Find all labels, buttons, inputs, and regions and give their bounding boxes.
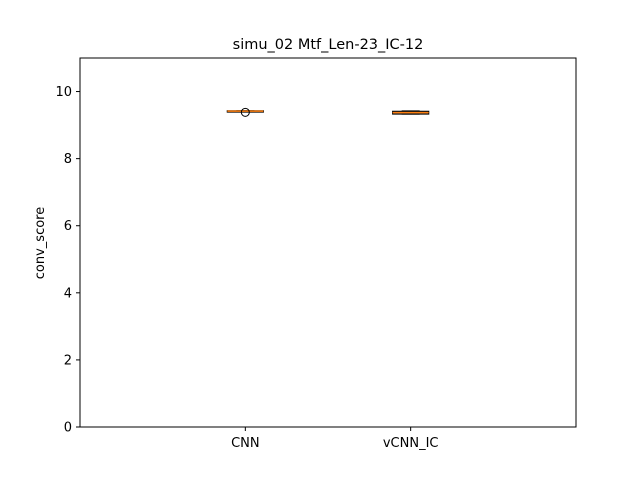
y-tick-label: 2	[64, 353, 72, 368]
y-tick-label: 6	[64, 219, 72, 234]
y-tick-label: 4	[64, 286, 72, 301]
y-tick-label: 10	[55, 85, 72, 100]
outlier-point	[240, 107, 250, 117]
axes-frame	[79, 57, 577, 428]
plot-area: 0 2 4 6 8 10 CNN vCNN_IC	[55, 85, 438, 451]
x-tick-label: CNN	[231, 436, 260, 451]
chart-title: simu_02 Mtf_Len-23_IC-12	[233, 37, 424, 53]
x-tick-label: vCNN_IC	[383, 436, 439, 451]
y-tick-label: 8	[64, 152, 72, 167]
y-tick-label: 0	[64, 421, 72, 436]
y-axis-label: conv_score	[33, 207, 48, 279]
